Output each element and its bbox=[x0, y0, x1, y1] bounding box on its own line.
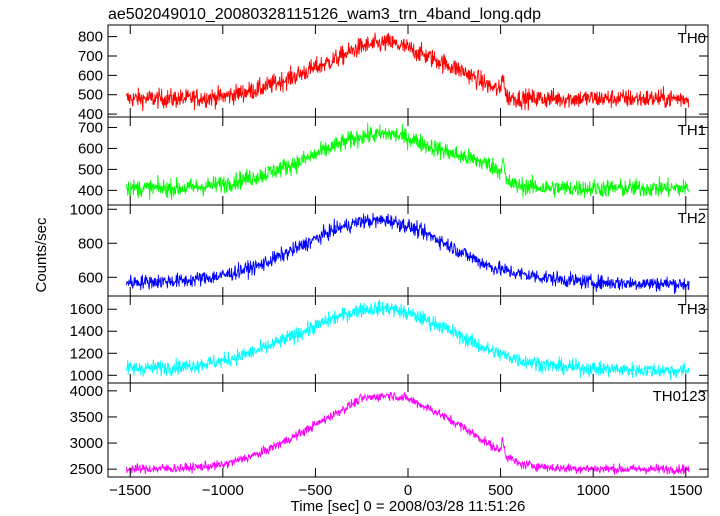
y-tick-label: 1400 bbox=[70, 323, 103, 340]
x-axis-tick-labels: −1500 −1000 −500 0 500 1000 1500 bbox=[109, 482, 702, 499]
series-line-th2 bbox=[126, 212, 690, 295]
y-tick-label: 3500 bbox=[70, 409, 103, 426]
x-tick-label: −1000 bbox=[202, 482, 244, 499]
y-axis-title: Counts/sec bbox=[33, 217, 50, 293]
series-line-th0123 bbox=[126, 391, 690, 476]
y-tick-label: 1000 bbox=[70, 367, 103, 384]
panel-th2: 600 800 1000 TH2 bbox=[70, 201, 709, 297]
x-tick-label: 0 bbox=[404, 482, 412, 499]
panel-th0123: 2500 3000 3500 4000 TH0123 bbox=[70, 382, 709, 478]
y-tick-label: 500 bbox=[78, 161, 103, 178]
x-tick-label: −500 bbox=[299, 482, 333, 499]
y-tick-label: 400 bbox=[78, 106, 103, 123]
panel-label-th1: TH1 bbox=[678, 122, 706, 139]
y-tick-label: 1000 bbox=[70, 201, 103, 218]
y-tick-label: 600 bbox=[78, 67, 103, 84]
panel-frame bbox=[107, 382, 709, 478]
y-tick-label: 500 bbox=[78, 87, 103, 104]
y-tick-label: 2500 bbox=[70, 461, 103, 478]
y-tick-label: 3000 bbox=[70, 435, 103, 452]
plot-title: ae502049010_20080328115126_wam3_trn_4ban… bbox=[108, 6, 541, 23]
series-line-th1 bbox=[126, 122, 690, 201]
panels: 400 500 600 700 800 TH0 400 500 600 700 TH1 600 800 1… bbox=[70, 24, 709, 499]
x-tick-label: 1000 bbox=[576, 482, 609, 499]
panel-th1: 400 500 600 700 TH1 bbox=[78, 116, 709, 206]
y-tick-label: 600 bbox=[78, 140, 103, 157]
x-tick-label: 1500 bbox=[669, 482, 702, 499]
y-tick-label: 700 bbox=[78, 48, 103, 65]
y-tick-label: 400 bbox=[78, 182, 103, 199]
panel-label-th2: TH2 bbox=[678, 210, 706, 227]
y-tick-label: 800 bbox=[78, 235, 103, 252]
x-axis-title: Time [sec] 0 = 2008/03/28 11:51:26 bbox=[291, 498, 526, 515]
y-tick-label: 800 bbox=[78, 29, 103, 46]
panel-label-th0123: TH0123 bbox=[653, 388, 706, 405]
x-tick-label: 500 bbox=[488, 482, 513, 499]
series-line-th0 bbox=[126, 32, 690, 112]
panel-label-th3: TH3 bbox=[678, 301, 706, 318]
panel-th0: 400 500 600 700 800 TH0 bbox=[78, 24, 709, 123]
y-tick-label: 700 bbox=[78, 119, 103, 136]
y-tick-label: 600 bbox=[78, 269, 103, 286]
panel-frame bbox=[107, 116, 709, 206]
y-tick-label: 1600 bbox=[70, 301, 103, 318]
y-tick-label: 1200 bbox=[70, 345, 103, 362]
y-tick-label: 4000 bbox=[70, 383, 103, 400]
panel-th3: 1000 1200 1400 1600 TH3 bbox=[70, 295, 709, 384]
series-line-th3 bbox=[126, 299, 690, 380]
panel-label-th0: TH0 bbox=[678, 30, 706, 47]
x-tick-label: −1500 bbox=[109, 482, 151, 499]
